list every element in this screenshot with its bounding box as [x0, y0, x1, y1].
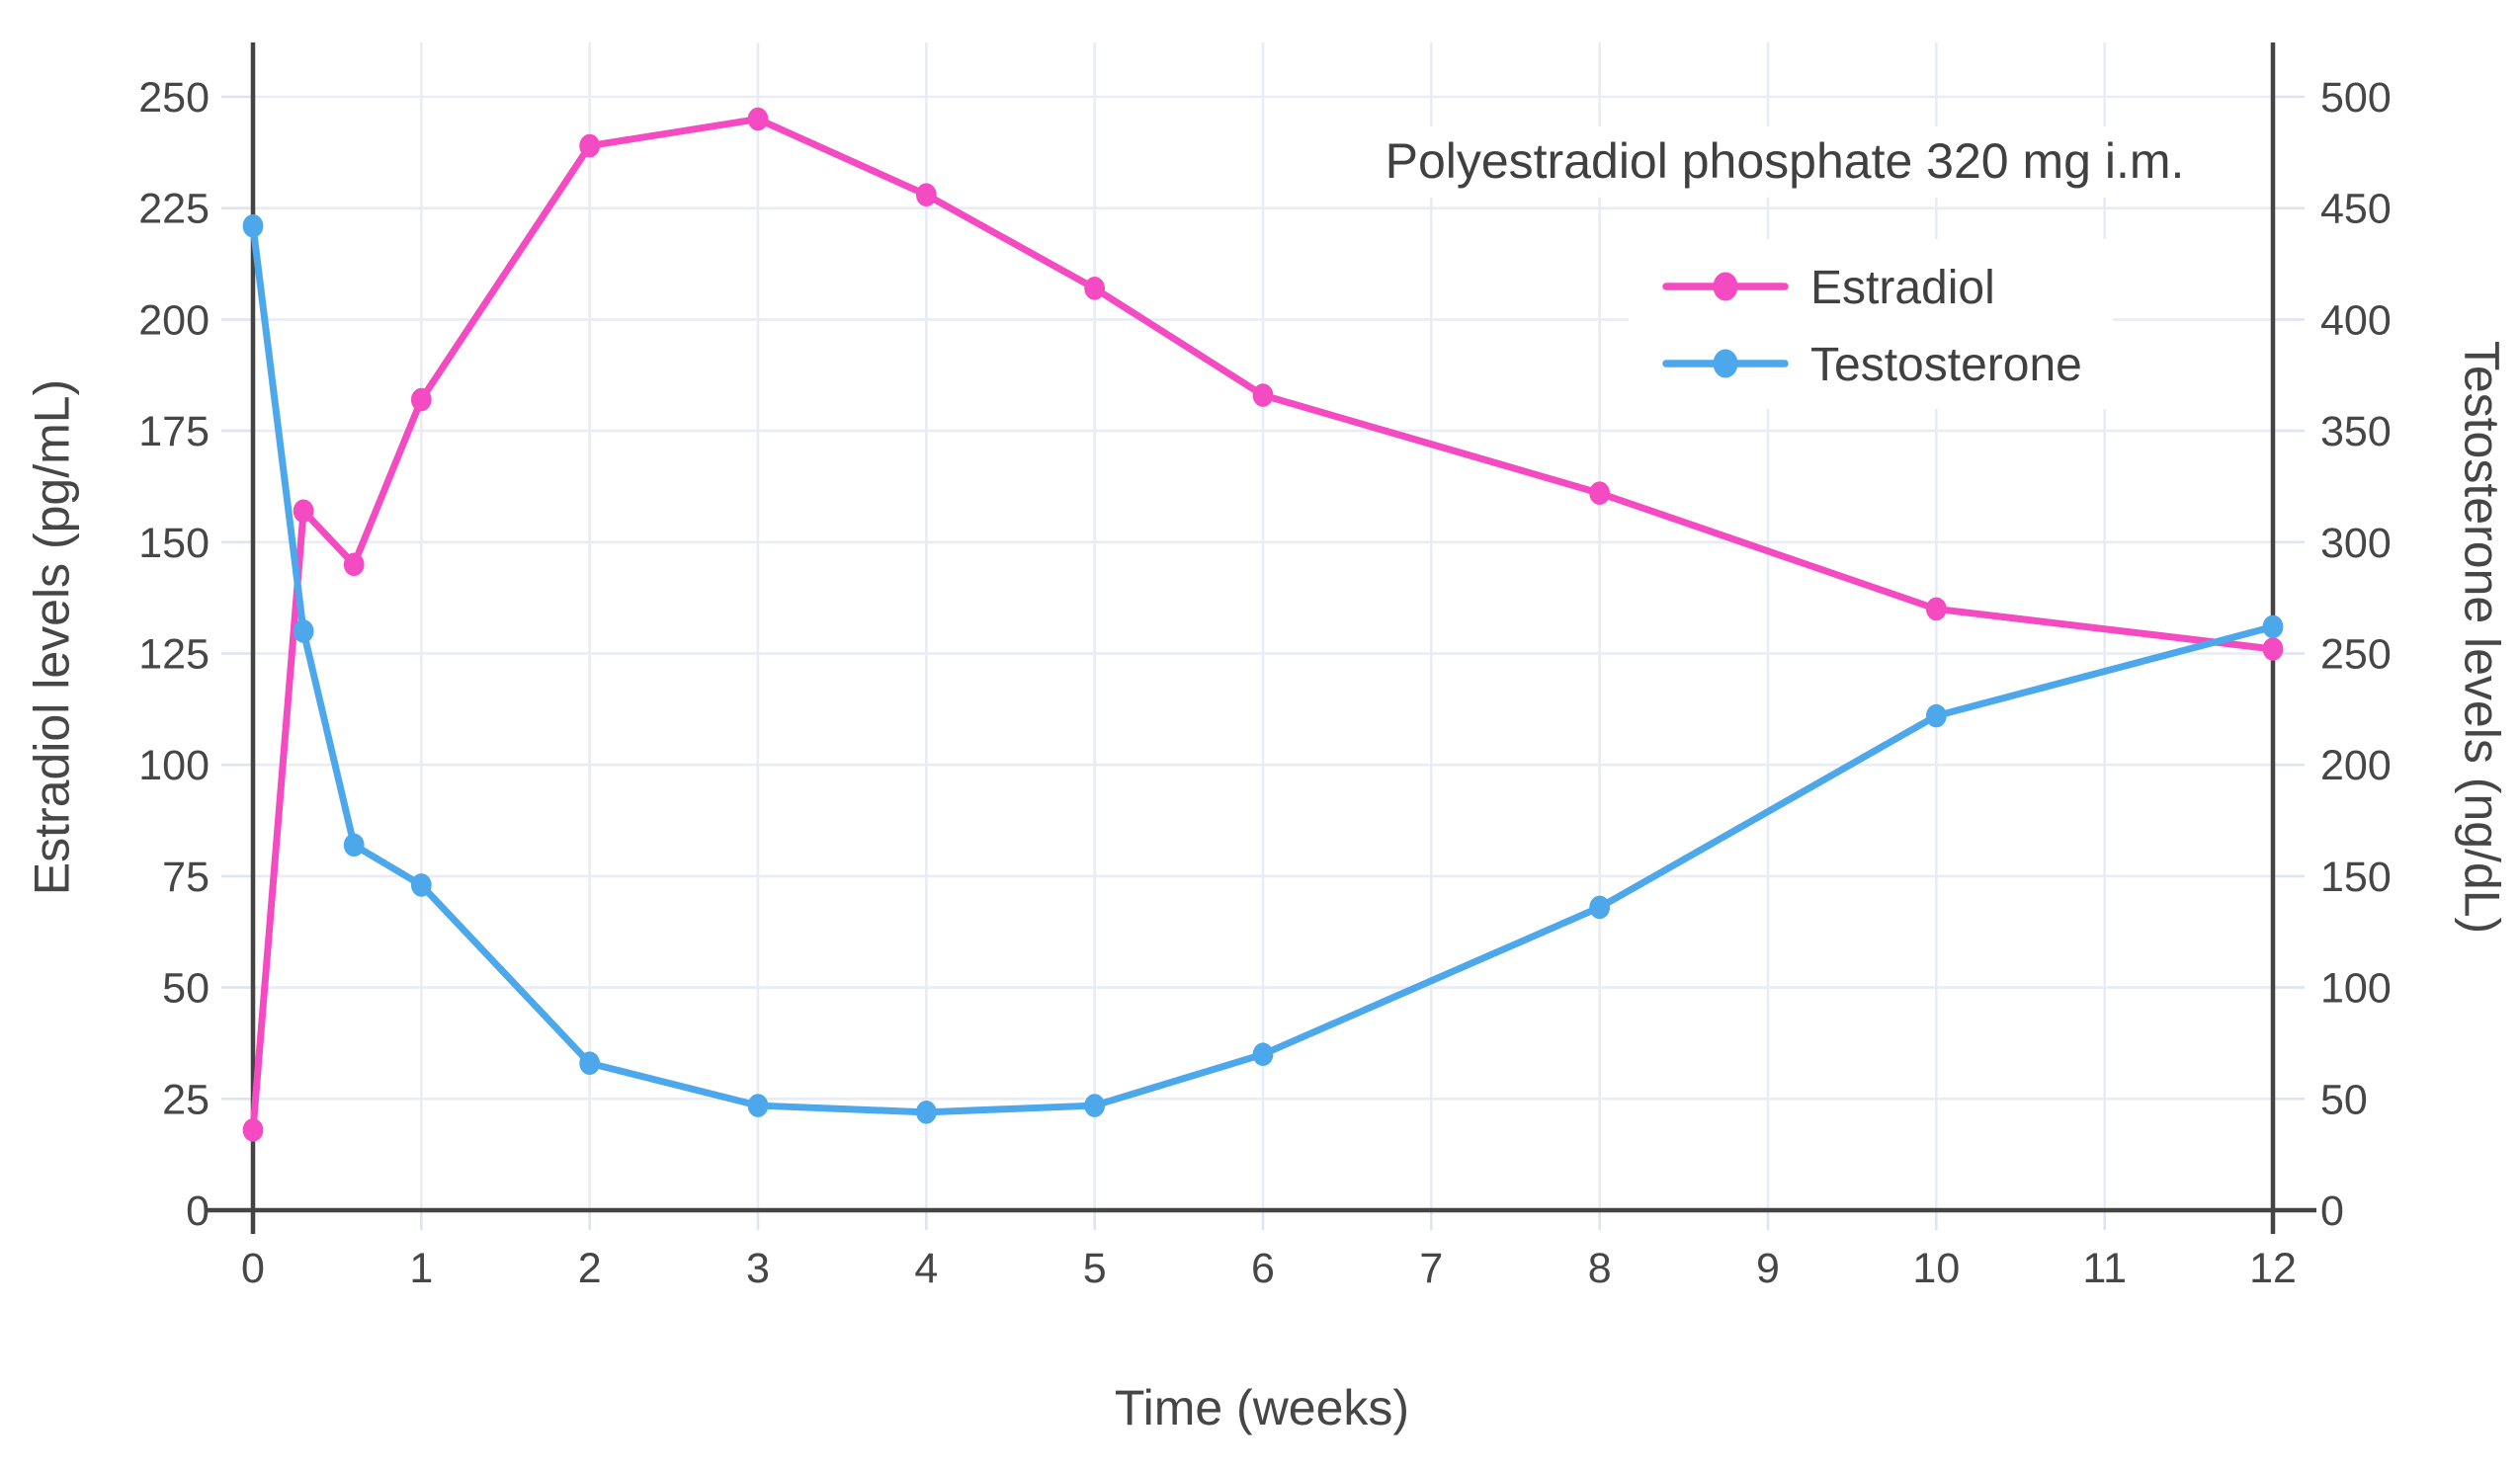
legend-label-testosterone: Testosterone [1810, 339, 2082, 391]
y-left-tick-label-75: 75 [162, 854, 210, 901]
legend-label-estradiol: Estradiol [1810, 262, 1995, 314]
y-left-tick-label-100: 100 [138, 742, 210, 789]
tick-marks [221, 95, 2305, 1230]
point-estradiol-week-4[interactable] [915, 183, 937, 206]
y-right-tick-label-400: 400 [2320, 296, 2392, 344]
point-testosterone-week-6[interactable] [1252, 1042, 1274, 1067]
point-estradiol-week-8[interactable] [1589, 481, 1611, 506]
x-tick-label-2: 2 [578, 1245, 602, 1292]
y-left-tick-label-175: 175 [138, 408, 210, 455]
point-testosterone-week-3[interactable] [747, 1094, 769, 1117]
point-testosterone-week-0.6[interactable] [343, 833, 365, 858]
legend-background [1629, 239, 2113, 409]
point-testosterone-week-12[interactable] [2262, 614, 2284, 639]
point-testosterone-week-2[interactable] [579, 1051, 601, 1076]
point-estradiol-week-0.6[interactable] [343, 552, 365, 577]
y-right-tick-label-100: 100 [2320, 965, 2392, 1013]
series-estradiol [242, 107, 2284, 1142]
x-tick-label-8: 8 [1588, 1245, 1612, 1292]
y-right-tick-label-500: 500 [2320, 74, 2392, 122]
legend-marker-testosterone [1713, 349, 1738, 378]
y-right-tick-label-200: 200 [2320, 742, 2392, 789]
point-estradiol-week-10[interactable] [1925, 597, 1947, 621]
y-right-tick-label-150: 150 [2320, 854, 2392, 901]
legend-item-testosterone[interactable]: Testosterone [1662, 339, 2082, 391]
point-estradiol-week-5[interactable] [1084, 277, 1106, 300]
legend-marker-estradiol [1713, 272, 1738, 301]
point-estradiol-week-2[interactable] [579, 133, 601, 158]
y-left-tick-label-225: 225 [138, 186, 210, 233]
legend-item-estradiol[interactable]: Estradiol [1662, 262, 1995, 314]
gridlines [253, 42, 2273, 1210]
point-estradiol-week-3[interactable] [747, 107, 769, 131]
x-tick-label-9: 9 [1756, 1245, 1780, 1292]
annotation-background [1356, 126, 2216, 198]
x-tick-label-1: 1 [409, 1245, 433, 1292]
y-left-tick-label-25: 25 [162, 1076, 210, 1123]
point-testosterone-week-8[interactable] [1589, 895, 1611, 920]
data-series [242, 107, 2284, 1142]
x-tick-label-3: 3 [746, 1245, 770, 1292]
series-testosterone [242, 213, 2284, 1124]
point-estradiol-week-0[interactable] [242, 1118, 264, 1142]
x-tick-label-10: 10 [1912, 1245, 1960, 1292]
y-right-axis-title: Testosterone levels (ng/dL) [2455, 341, 2510, 934]
x-tick-label-4: 4 [914, 1245, 938, 1292]
y-right-tick-label-50: 50 [2320, 1076, 2368, 1123]
y-right-tick-label-0: 0 [2320, 1187, 2344, 1235]
x-tick-label-11: 11 [2082, 1245, 2127, 1292]
point-testosterone-week-4[interactable] [915, 1101, 937, 1124]
y-left-tick-label-0: 0 [186, 1187, 210, 1235]
y-left-tick-label-50: 50 [162, 965, 210, 1013]
point-testosterone-week-0[interactable] [242, 213, 264, 238]
point-testosterone-week-1[interactable] [410, 873, 432, 897]
x-tick-label-5: 5 [1083, 1245, 1107, 1292]
legend: Estradiol Testosterone [1629, 239, 2113, 409]
y-left-tick-label-250: 250 [138, 74, 210, 122]
point-estradiol-week-12[interactable] [2262, 637, 2284, 661]
y-right-tick-label-300: 300 [2320, 520, 2392, 567]
y-left-tick-label-150: 150 [138, 520, 210, 567]
point-estradiol-week-0.3[interactable] [293, 499, 314, 524]
series-line-testosterone [249, 222, 2277, 1116]
x-tick-label-6: 6 [1251, 1245, 1275, 1292]
tick-labels: 0255075100125150175200225250050100150200… [138, 74, 2392, 1292]
point-estradiol-week-6[interactable] [1252, 383, 1274, 407]
y-left-tick-label-125: 125 [138, 631, 210, 679]
point-testosterone-week-10[interactable] [1925, 703, 1947, 728]
y-left-tick-label-200: 200 [138, 296, 210, 344]
x-axis-title: Time (weeks) [1115, 1380, 1409, 1435]
x-tick-label-12: 12 [2249, 1245, 2297, 1292]
y-right-tick-label-350: 350 [2320, 408, 2392, 455]
y-right-tick-label-450: 450 [2320, 186, 2392, 233]
chart-annotation: Polyestradiol phosphate 320 mg i.m. [1356, 126, 2216, 198]
point-testosterone-week-0.3[interactable] [293, 619, 314, 643]
y-left-axis-title: Estradiol levels (pg/mL) [25, 379, 80, 895]
annotation-text: Polyestradiol phosphate 320 mg i.m. [1386, 133, 2185, 189]
x-tick-label-7: 7 [1419, 1245, 1443, 1292]
point-testosterone-week-5[interactable] [1084, 1094, 1106, 1117]
x-tick-label-0: 0 [241, 1245, 265, 1292]
point-estradiol-week-1[interactable] [410, 387, 432, 412]
y-right-tick-label-250: 250 [2320, 631, 2392, 679]
series-line-estradiol [249, 116, 2277, 1134]
